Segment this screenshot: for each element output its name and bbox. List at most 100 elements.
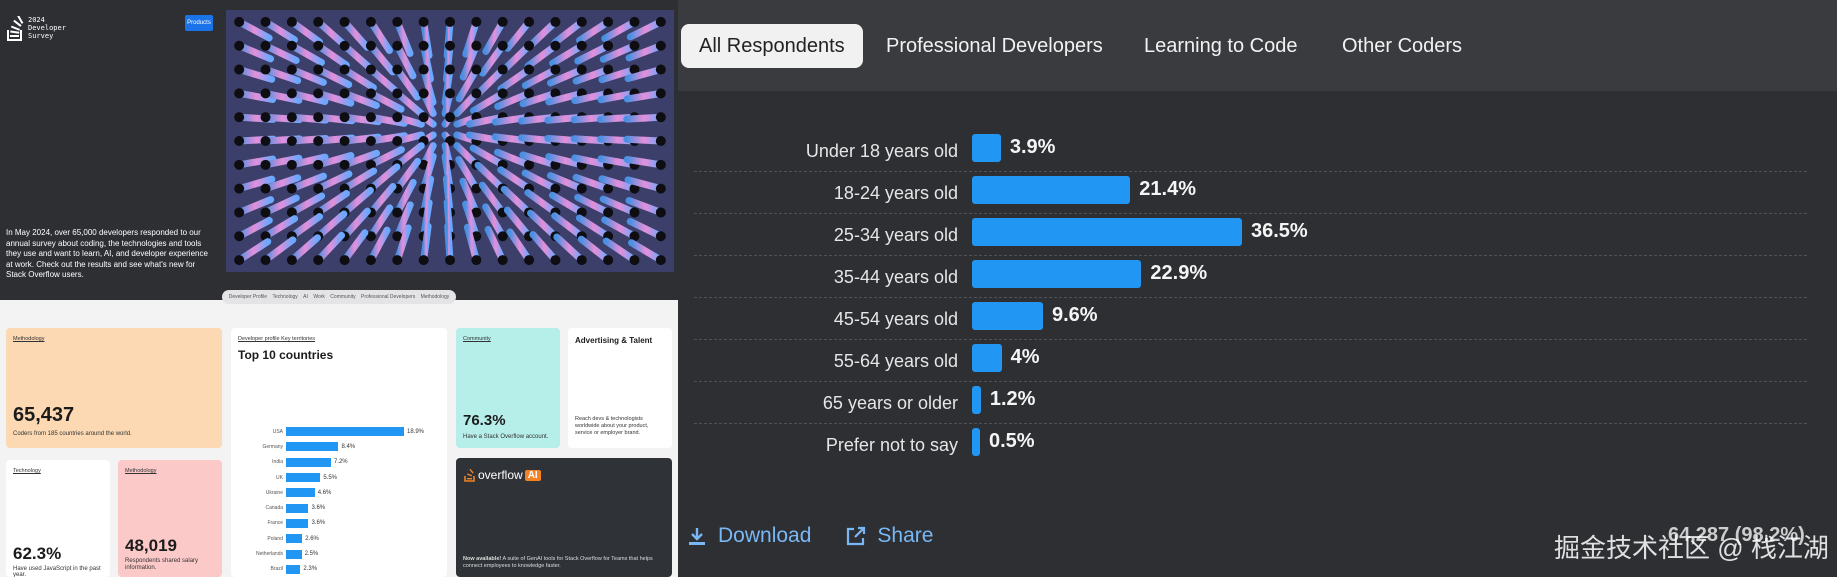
age-results-panel: All Respondents Professional Developers … xyxy=(678,0,1837,577)
category-label: Under 18 years old xyxy=(805,141,958,161)
javascript-card[interactable]: Technology 62.3% Have used JavaScript in… xyxy=(6,460,110,577)
value-bar xyxy=(972,344,1002,372)
subnav-professional-developers[interactable]: Professional Developers xyxy=(361,294,416,300)
category-label: 35-44 years old xyxy=(833,267,958,287)
value-label: 0.5% xyxy=(989,430,1035,452)
value-label: 22.9% xyxy=(1150,262,1208,284)
country-row: USA 18.9% xyxy=(231,424,447,439)
value-bar xyxy=(972,428,980,456)
subnav-ai[interactable]: AI xyxy=(303,294,308,300)
advertising-card[interactable]: Advertising & Talent Reach devs & techno… xyxy=(568,328,672,448)
country-row: Netherlands 2.5% xyxy=(231,546,447,561)
overflow-ai-card[interactable]: overflow AI Now available! A suite of Ge… xyxy=(456,458,672,577)
chart-row: 18-24 years old 21.4% xyxy=(678,172,1837,214)
subnav-developer-profile[interactable]: Developer Profile xyxy=(228,294,268,300)
survey-logo-text: 2024 Developer Survey xyxy=(28,16,66,40)
community-card[interactable]: Community 76.3% Have a Stack Overflow ac… xyxy=(456,328,560,448)
stack-overflow-logo-icon xyxy=(464,468,475,482)
products-button[interactable]: Products xyxy=(185,15,213,31)
value-bar xyxy=(972,302,1043,330)
logo-line-survey: Survey xyxy=(28,32,54,40)
subnav-work[interactable]: Work xyxy=(313,294,325,300)
card-tag[interactable]: Methodology xyxy=(125,468,157,474)
country-row: India 7.2% xyxy=(231,455,447,470)
download-icon xyxy=(689,528,705,545)
subnav-community[interactable]: Community xyxy=(330,294,356,300)
share-button[interactable]: Share xyxy=(845,524,933,548)
chart-row: 65 years or older 1.2% xyxy=(678,382,1837,424)
tab-learning-to-code[interactable]: Learning to Code xyxy=(1144,34,1298,57)
country-value: 8.4% xyxy=(341,443,356,450)
country-name: USA xyxy=(272,428,283,435)
category-label: 45-54 years old xyxy=(833,309,958,329)
country-bar xyxy=(286,457,331,467)
country-row: Germany 8.4% xyxy=(231,439,447,454)
country-value: 5.5% xyxy=(323,474,338,481)
country-name: Canada xyxy=(265,505,283,512)
share-icon xyxy=(847,526,866,546)
country-value: 3.6% xyxy=(311,520,326,527)
subnav-technology[interactable]: Technology xyxy=(272,294,298,300)
country-bar xyxy=(286,473,321,483)
row-separator xyxy=(694,339,1807,340)
chart-row: 55-64 years old 4% xyxy=(678,340,1837,382)
row-separator xyxy=(694,213,1807,214)
country-value: 2.6% xyxy=(305,535,319,542)
tab-professional-developers[interactable]: Professional Developers xyxy=(886,34,1103,57)
chart-row: Under 18 years old 3.9% xyxy=(678,130,1837,172)
tab-other-coders[interactable]: Other Coders xyxy=(1342,34,1463,57)
country-value: 2.3% xyxy=(303,566,318,573)
value-bar xyxy=(972,176,1131,204)
country-name: UK xyxy=(276,474,283,481)
value-bar xyxy=(972,134,1001,162)
download-button[interactable]: Download xyxy=(686,524,811,548)
country-value: 7.2% xyxy=(333,459,348,466)
country-name: Brazil xyxy=(270,566,283,573)
value-label: 1.2% xyxy=(989,388,1036,410)
country-row: Canada 3.6% xyxy=(231,500,447,515)
subnav-methodology[interactable]: Methodology xyxy=(420,294,450,300)
card-tag[interactable]: Technology xyxy=(13,468,41,474)
category-label: 25-34 years old xyxy=(833,225,958,245)
value-label: 36.5% xyxy=(1251,220,1308,242)
tab-all-respondents[interactable]: All Respondents xyxy=(681,24,863,68)
survey-logo[interactable]: 2024 Developer Survey xyxy=(6,16,66,42)
card-tag-developer-profile[interactable]: Developer profile Key territories xyxy=(238,336,316,342)
country-name: France xyxy=(267,520,283,527)
country-name: Poland xyxy=(267,535,283,542)
community-percent: 76.3% xyxy=(463,412,506,429)
overflow-ai-logo: overflow AI xyxy=(464,468,541,482)
javascript-caption: Have used JavaScript in the past year. xyxy=(13,566,101,577)
country-name: Germany xyxy=(262,443,283,450)
overflow-word: overflow xyxy=(478,468,523,482)
respondents-card[interactable]: Methodology 65,437 Coders from 185 count… xyxy=(6,328,222,448)
country-bar xyxy=(286,534,303,544)
salary-count: 48,019 xyxy=(125,536,177,555)
country-value: 18.9% xyxy=(407,428,425,435)
chart-row: Prefer not to say 0.5% xyxy=(678,424,1837,466)
community-caption: Have a Stack Overflow account. xyxy=(463,434,549,440)
salary-card[interactable]: Methodology 48,019 Respondents shared sa… xyxy=(118,460,222,577)
share-label: Share xyxy=(877,524,934,547)
row-separator xyxy=(694,297,1807,298)
country-row: Ukraine 4.6% xyxy=(231,485,447,500)
card-tag[interactable]: Community xyxy=(463,336,491,342)
hero-artwork xyxy=(226,10,674,272)
card-tag[interactable]: Methodology xyxy=(13,336,45,342)
top-countries-chart: USA 18.9% Germany 8.4% India 7.2% UK 5.5% Ukrain… xyxy=(231,424,447,577)
country-value: 2.5% xyxy=(304,551,319,558)
country-row: UK 5.5% xyxy=(231,470,447,485)
hero-description: In May 2024, over 65,000 developers resp… xyxy=(6,228,208,279)
value-label: 3.9% xyxy=(1009,136,1056,158)
row-separator xyxy=(694,255,1807,256)
chart-row: 35-44 years old 22.9% xyxy=(678,256,1837,298)
country-bar xyxy=(286,503,309,513)
logo-line-year: 2024 xyxy=(28,16,45,24)
age-bar-chart: Under 18 years old 3.9% 18-24 years old 21.… xyxy=(678,130,1837,466)
javascript-percent: 62.3% xyxy=(13,544,62,563)
top-countries-card[interactable]: Developer profile Key territories Top 10… xyxy=(231,328,447,577)
respondents-count: 65,437 xyxy=(13,404,75,426)
category-label: Prefer not to say xyxy=(825,435,958,455)
row-separator xyxy=(694,423,1807,424)
advertising-description: Reach devs & technologists worldwide abo… xyxy=(575,416,649,436)
